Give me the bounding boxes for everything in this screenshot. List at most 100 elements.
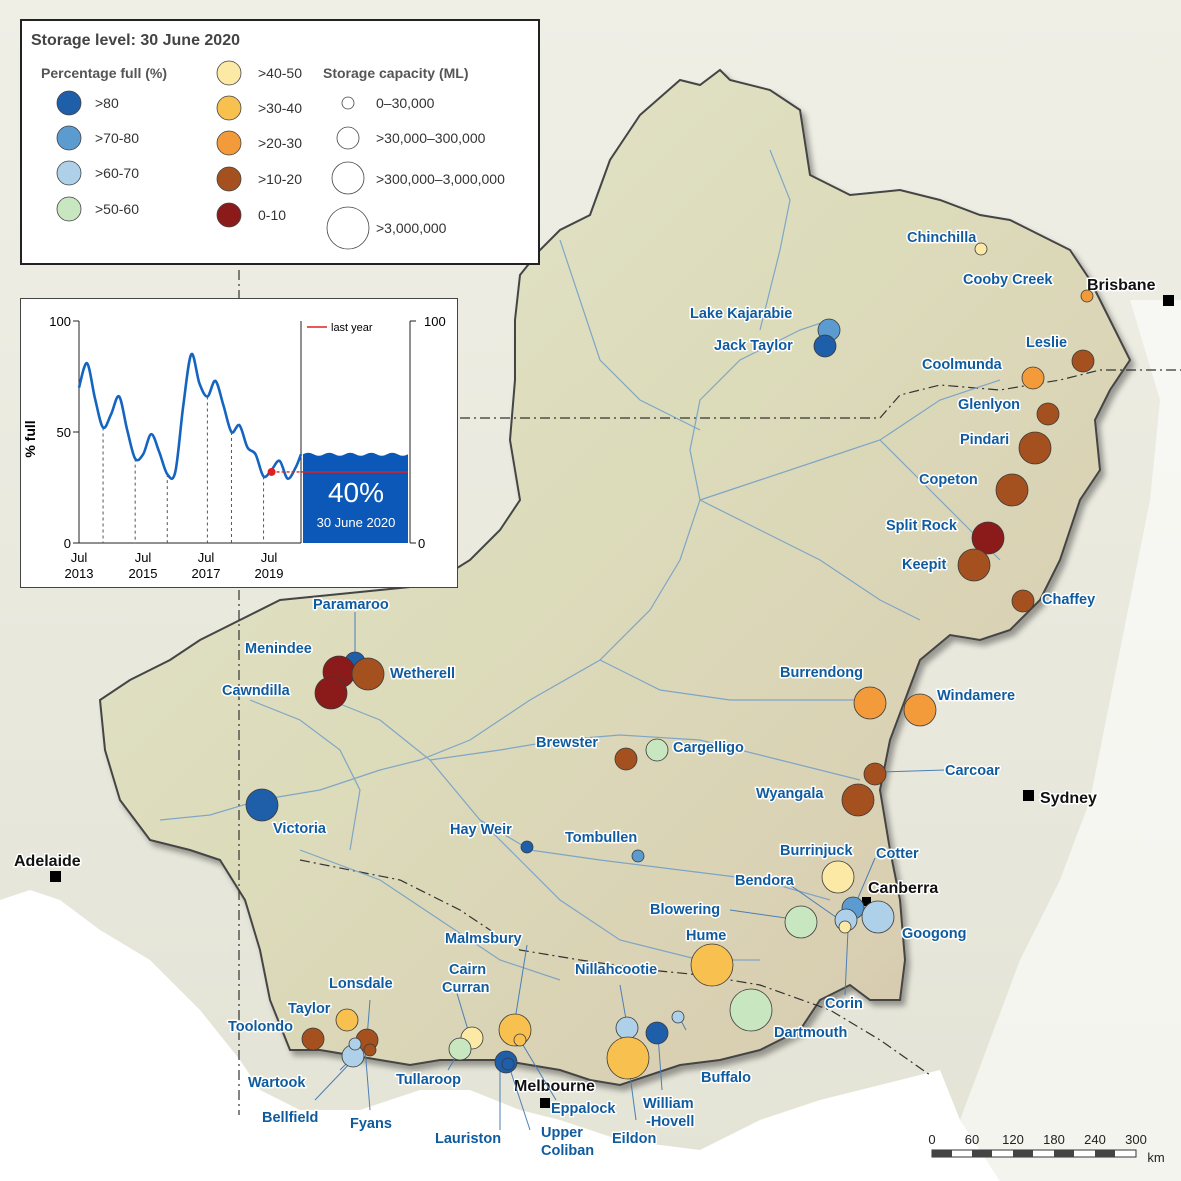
storage-split-rock[interactable] (971, 521, 1005, 555)
label-chaffey: Chaffey (1042, 592, 1095, 608)
label-victoria: Victoria (273, 821, 327, 837)
storage-corin[interactable] (838, 920, 852, 934)
label-copeton: Copeton (919, 472, 978, 488)
legend-symbols (56, 60, 370, 250)
legend-size-large (331, 161, 365, 195)
legend-label-50-60: >50-60 (95, 201, 139, 217)
storage-pindari[interactable] (1018, 431, 1052, 465)
legend-swatch-50-60 (56, 196, 82, 222)
storage-chaffey[interactable] (1011, 589, 1035, 613)
last-year-point (267, 467, 276, 476)
storage-eildon[interactable] (606, 1036, 650, 1080)
storage-victoria[interactable] (245, 788, 279, 822)
legend-swatch-30-40 (216, 95, 242, 121)
storage-leslie[interactable] (1071, 349, 1095, 373)
label-cargelligo: Cargelligo (673, 740, 744, 756)
right-tick-100: 100 (424, 314, 446, 329)
legend-label-gt80: >80 (95, 95, 119, 111)
storage-carcoar[interactable] (863, 762, 887, 786)
city-canberra: Canberra (868, 880, 938, 897)
storage-jack-taylor[interactable] (813, 334, 837, 358)
storage-coolmunda[interactable] (1021, 366, 1045, 390)
x-tick-year-2015: 2015 (129, 566, 158, 581)
storage-cooby-creek[interactable] (1080, 289, 1094, 303)
storage-chinchilla[interactable] (974, 242, 988, 256)
storage-nillahcootie[interactable] (615, 1016, 639, 1040)
legend-label-30-40: >30-40 (258, 100, 302, 116)
river-network (159, 149, 1001, 981)
storage-toolondo[interactable] (301, 1027, 325, 1051)
storage-buffalo[interactable] (671, 1010, 685, 1024)
city-markers (50, 295, 1174, 1108)
label-lonsdale: Lonsdale (329, 976, 393, 992)
label-lake-kajarabie: Lake Kajarabie (690, 306, 792, 322)
storage-blowering[interactable] (784, 905, 818, 939)
sydney-marker (1023, 790, 1034, 801)
storage-wetherell[interactable] (351, 657, 385, 691)
melbourne-marker (540, 1098, 550, 1108)
last-year-legend-label: last year (331, 322, 373, 334)
brisbane-marker (1163, 295, 1174, 306)
storage-upper-coliban[interactable] (501, 1057, 515, 1071)
storage-hay-weir[interactable] (520, 840, 534, 854)
label-wyangala: Wyangala (756, 786, 824, 802)
label-fyans: Fyans (350, 1116, 392, 1132)
x-tick-year-2017: 2017 (192, 566, 221, 581)
label-cairn: Cairn (449, 962, 486, 978)
storage-windamere[interactable] (903, 693, 937, 727)
label-jack-taylor: Jack Taylor (714, 338, 793, 354)
legend-label-70-80: >70-80 (95, 130, 139, 146)
scale-tick-180: 180 (1043, 1132, 1065, 1147)
label-wetherell: Wetherell (390, 666, 455, 682)
legend-swatch-40-50 (216, 60, 242, 86)
label-eildon: Eildon (612, 1131, 656, 1147)
city-adelaide: Adelaide (14, 853, 81, 870)
storage-glenlyon[interactable] (1036, 402, 1060, 426)
storage-brewster[interactable] (614, 747, 638, 771)
legend-cap-xlarge: >3,000,000 (376, 220, 447, 236)
storage-cargelligo[interactable] (645, 738, 669, 762)
storage-hume[interactable] (690, 943, 734, 987)
storage-fyans[interactable] (363, 1043, 377, 1057)
legend-label-40-50: >40-50 (258, 65, 302, 81)
legend-label-20-30: >20-30 (258, 135, 302, 151)
legend-label-60-70: >60-70 (95, 165, 139, 181)
storage-keepit[interactable] (957, 548, 991, 582)
y-tick-0: 0 (64, 536, 71, 551)
y-tick-50: 50 (57, 425, 71, 440)
storage-copeton[interactable] (995, 473, 1029, 507)
storage-eppalock[interactable] (513, 1033, 527, 1047)
current-level-bar (303, 452, 408, 543)
label-taylor: Taylor (288, 1001, 331, 1017)
legend-swatch-20-30 (216, 130, 242, 156)
label-menindee: Menindee (245, 641, 312, 657)
storage-burrendong[interactable] (853, 686, 887, 720)
label-tullaroop: Tullaroop (396, 1072, 461, 1088)
label-coliban: Coliban (541, 1143, 594, 1159)
storage-wyangala[interactable] (841, 783, 875, 817)
coastal-zone (960, 300, 1181, 1181)
storage-cawndilla[interactable] (314, 676, 348, 710)
label-william: William (643, 1096, 694, 1112)
storage-googong[interactable] (861, 900, 895, 934)
label-split-rock: Split Rock (886, 518, 958, 534)
legend-size-medium (336, 126, 360, 150)
storage-taylor[interactable] (335, 1008, 359, 1032)
storage-tullaroop[interactable] (448, 1037, 472, 1061)
storage-william-hovell[interactable] (645, 1021, 669, 1045)
label-curran: Curran (442, 980, 490, 996)
current-date-label: 30 June 2020 (317, 515, 396, 530)
storage-bellfield[interactable] (348, 1037, 362, 1051)
label-cotter: Cotter (876, 846, 919, 862)
chart-canvas: 100 50 0 100 0 % full Jul 2013 Jul 2015 … (22, 314, 446, 581)
storage-burrinjuck[interactable] (821, 860, 855, 894)
legend-swatch-70-80 (56, 125, 82, 151)
storage-tombullen[interactable] (631, 849, 645, 863)
city-brisbane: Brisbane (1087, 277, 1156, 294)
label-carcoar: Carcoar (945, 763, 1000, 779)
scale-bar: 0 60 120 180 240 300 km (922, 1130, 1172, 1175)
legend-cap-medium: >30,000–300,000 (376, 130, 486, 146)
x-tick-month-2017: Jul (198, 550, 215, 565)
storage-dartmouth[interactable] (729, 988, 773, 1032)
